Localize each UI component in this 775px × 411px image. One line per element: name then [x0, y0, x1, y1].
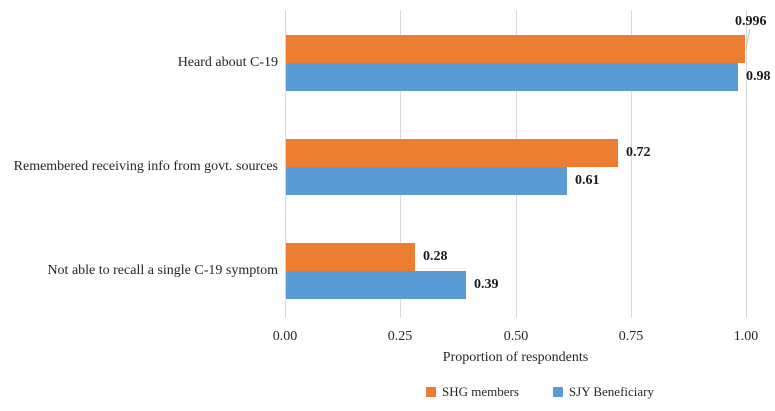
gridline [631, 10, 632, 318]
category-label: Remembered receiving info from govt. sou… [13, 159, 278, 174]
x-tick-label: 1.00 [733, 329, 759, 344]
legend: SHG members SJY Beneficiary [305, 384, 775, 400]
gridline [746, 10, 747, 318]
legend-swatch-icon [552, 387, 563, 397]
x-tick-label: 0.25 [387, 329, 413, 344]
data-label: 0.39 [474, 277, 499, 292]
data-label: 0.98 [746, 69, 771, 84]
legend-item: SJY Beneficiary [552, 384, 654, 400]
x-tick-label: 0.50 [503, 329, 529, 344]
legend-label: SHG members [442, 384, 519, 399]
x-axis-title: Proportion of respondents [442, 350, 589, 365]
data-label: 0.28 [423, 249, 448, 264]
bar [286, 271, 466, 299]
category-label: Heard about C-19 [177, 55, 278, 70]
bar [286, 167, 567, 195]
bar [286, 243, 415, 271]
bar [286, 63, 738, 91]
legend-label: SJY Beneficiary [568, 384, 654, 399]
category-label: Not able to recall a single C-19 symptom [47, 263, 278, 278]
legend-swatch-icon [426, 387, 436, 397]
x-tick-label: 0.75 [618, 329, 644, 344]
gridline [285, 10, 286, 318]
data-label: 0.61 [575, 173, 600, 188]
legend-item: SHG members [426, 384, 519, 400]
data-label: 0.72 [626, 145, 651, 160]
x-tick-label: 0.00 [272, 329, 298, 344]
data-label: 0.996 [735, 14, 767, 29]
bar [286, 35, 745, 63]
bar [286, 139, 618, 167]
